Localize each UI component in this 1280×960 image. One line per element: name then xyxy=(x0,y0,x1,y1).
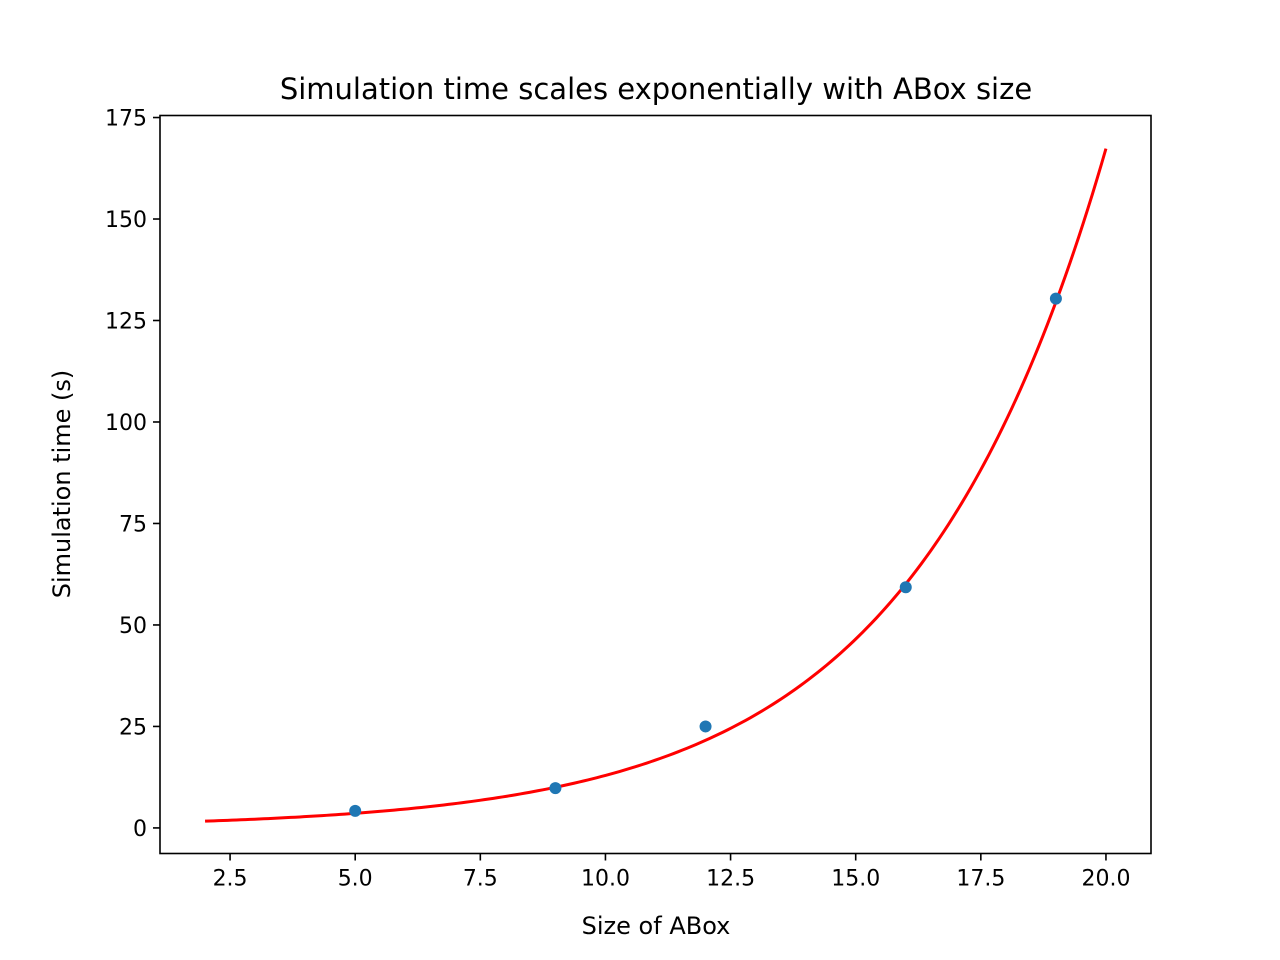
x-tick-label: 20.0 xyxy=(1081,867,1130,892)
data-point xyxy=(549,782,562,795)
x-tick-label: 5.0 xyxy=(338,867,373,892)
x-tick-label: 7.5 xyxy=(463,867,498,892)
y-tick-label: 25 xyxy=(119,715,147,740)
x-tick-label: 17.5 xyxy=(956,867,1005,892)
data-point xyxy=(699,720,712,733)
y-tick-label: 125 xyxy=(105,310,147,335)
x-tick-label: 15.0 xyxy=(831,867,880,892)
x-tick-label: 2.5 xyxy=(213,867,248,892)
y-axis-label: Simulation time (s) xyxy=(48,370,76,599)
y-tick-label: 100 xyxy=(105,411,147,436)
y-tick-label: 50 xyxy=(119,614,147,639)
y-tick-label: 0 xyxy=(133,817,147,842)
y-tick-label: 150 xyxy=(105,208,147,233)
data-point xyxy=(349,804,362,817)
y-tick-label: 175 xyxy=(105,107,147,132)
data-point xyxy=(1049,292,1062,305)
fit-curve xyxy=(204,148,1108,823)
x-axis-label: Size of ABox xyxy=(582,912,731,940)
y-tick-label: 75 xyxy=(119,512,147,537)
chart-title: Simulation time scales exponentially wit… xyxy=(280,72,1032,106)
plot-frame xyxy=(159,114,1152,855)
data-point xyxy=(899,581,912,594)
x-tick-label: 12.5 xyxy=(706,867,755,892)
x-tick-label: 10.0 xyxy=(581,867,630,892)
